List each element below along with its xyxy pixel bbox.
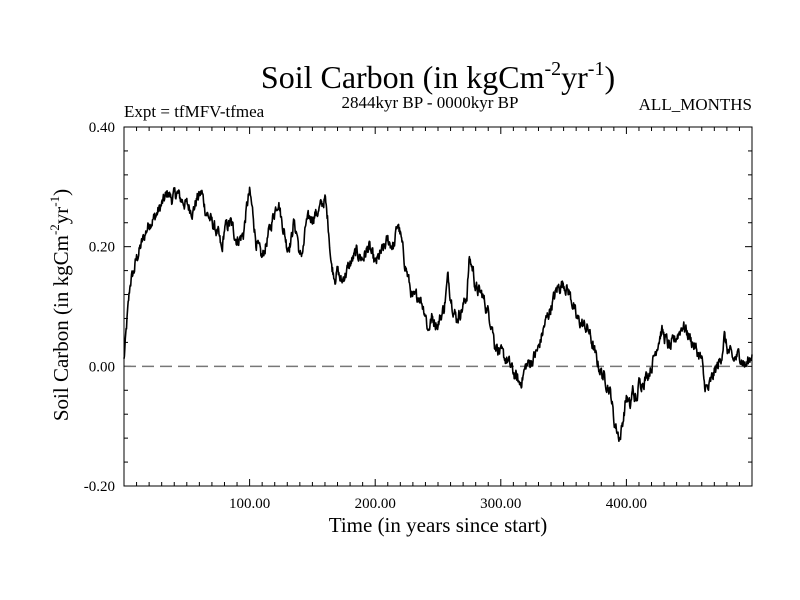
- x-tick-label: 300.00: [480, 496, 521, 512]
- experiment-label: Expt = tfMFV-tfmea: [124, 102, 265, 121]
- time-range-label: 2844kyr BP - 0000kyr BP: [342, 93, 519, 112]
- x-axis-label: Time (in years since start): [329, 513, 548, 537]
- x-tick-label: 400.00: [606, 496, 647, 512]
- y-axis-label: Soil Carbon (in kgCm-2yr-1): [47, 189, 73, 421]
- soil-carbon-series-line: [123, 186, 753, 443]
- series-layer: [123, 186, 753, 443]
- x-tick-label: 100.00: [229, 496, 270, 512]
- chart-title: Soil Carbon (in kgCm-2yr-1): [261, 58, 615, 95]
- y-tick-label: 0.20: [89, 240, 115, 256]
- x-tick-label: 200.00: [355, 496, 396, 512]
- months-label: ALL_MONTHS: [639, 95, 752, 114]
- y-tick-label: -0.20: [84, 479, 115, 495]
- y-tick-label: 0.00: [89, 359, 115, 375]
- y-tick-label: 0.40: [89, 120, 115, 136]
- ticks-layer: 100.00 200.00 300.00 400.00 0.40 0.20 0.00 -0.2…: [84, 120, 752, 512]
- plot-frame: [123, 126, 753, 487]
